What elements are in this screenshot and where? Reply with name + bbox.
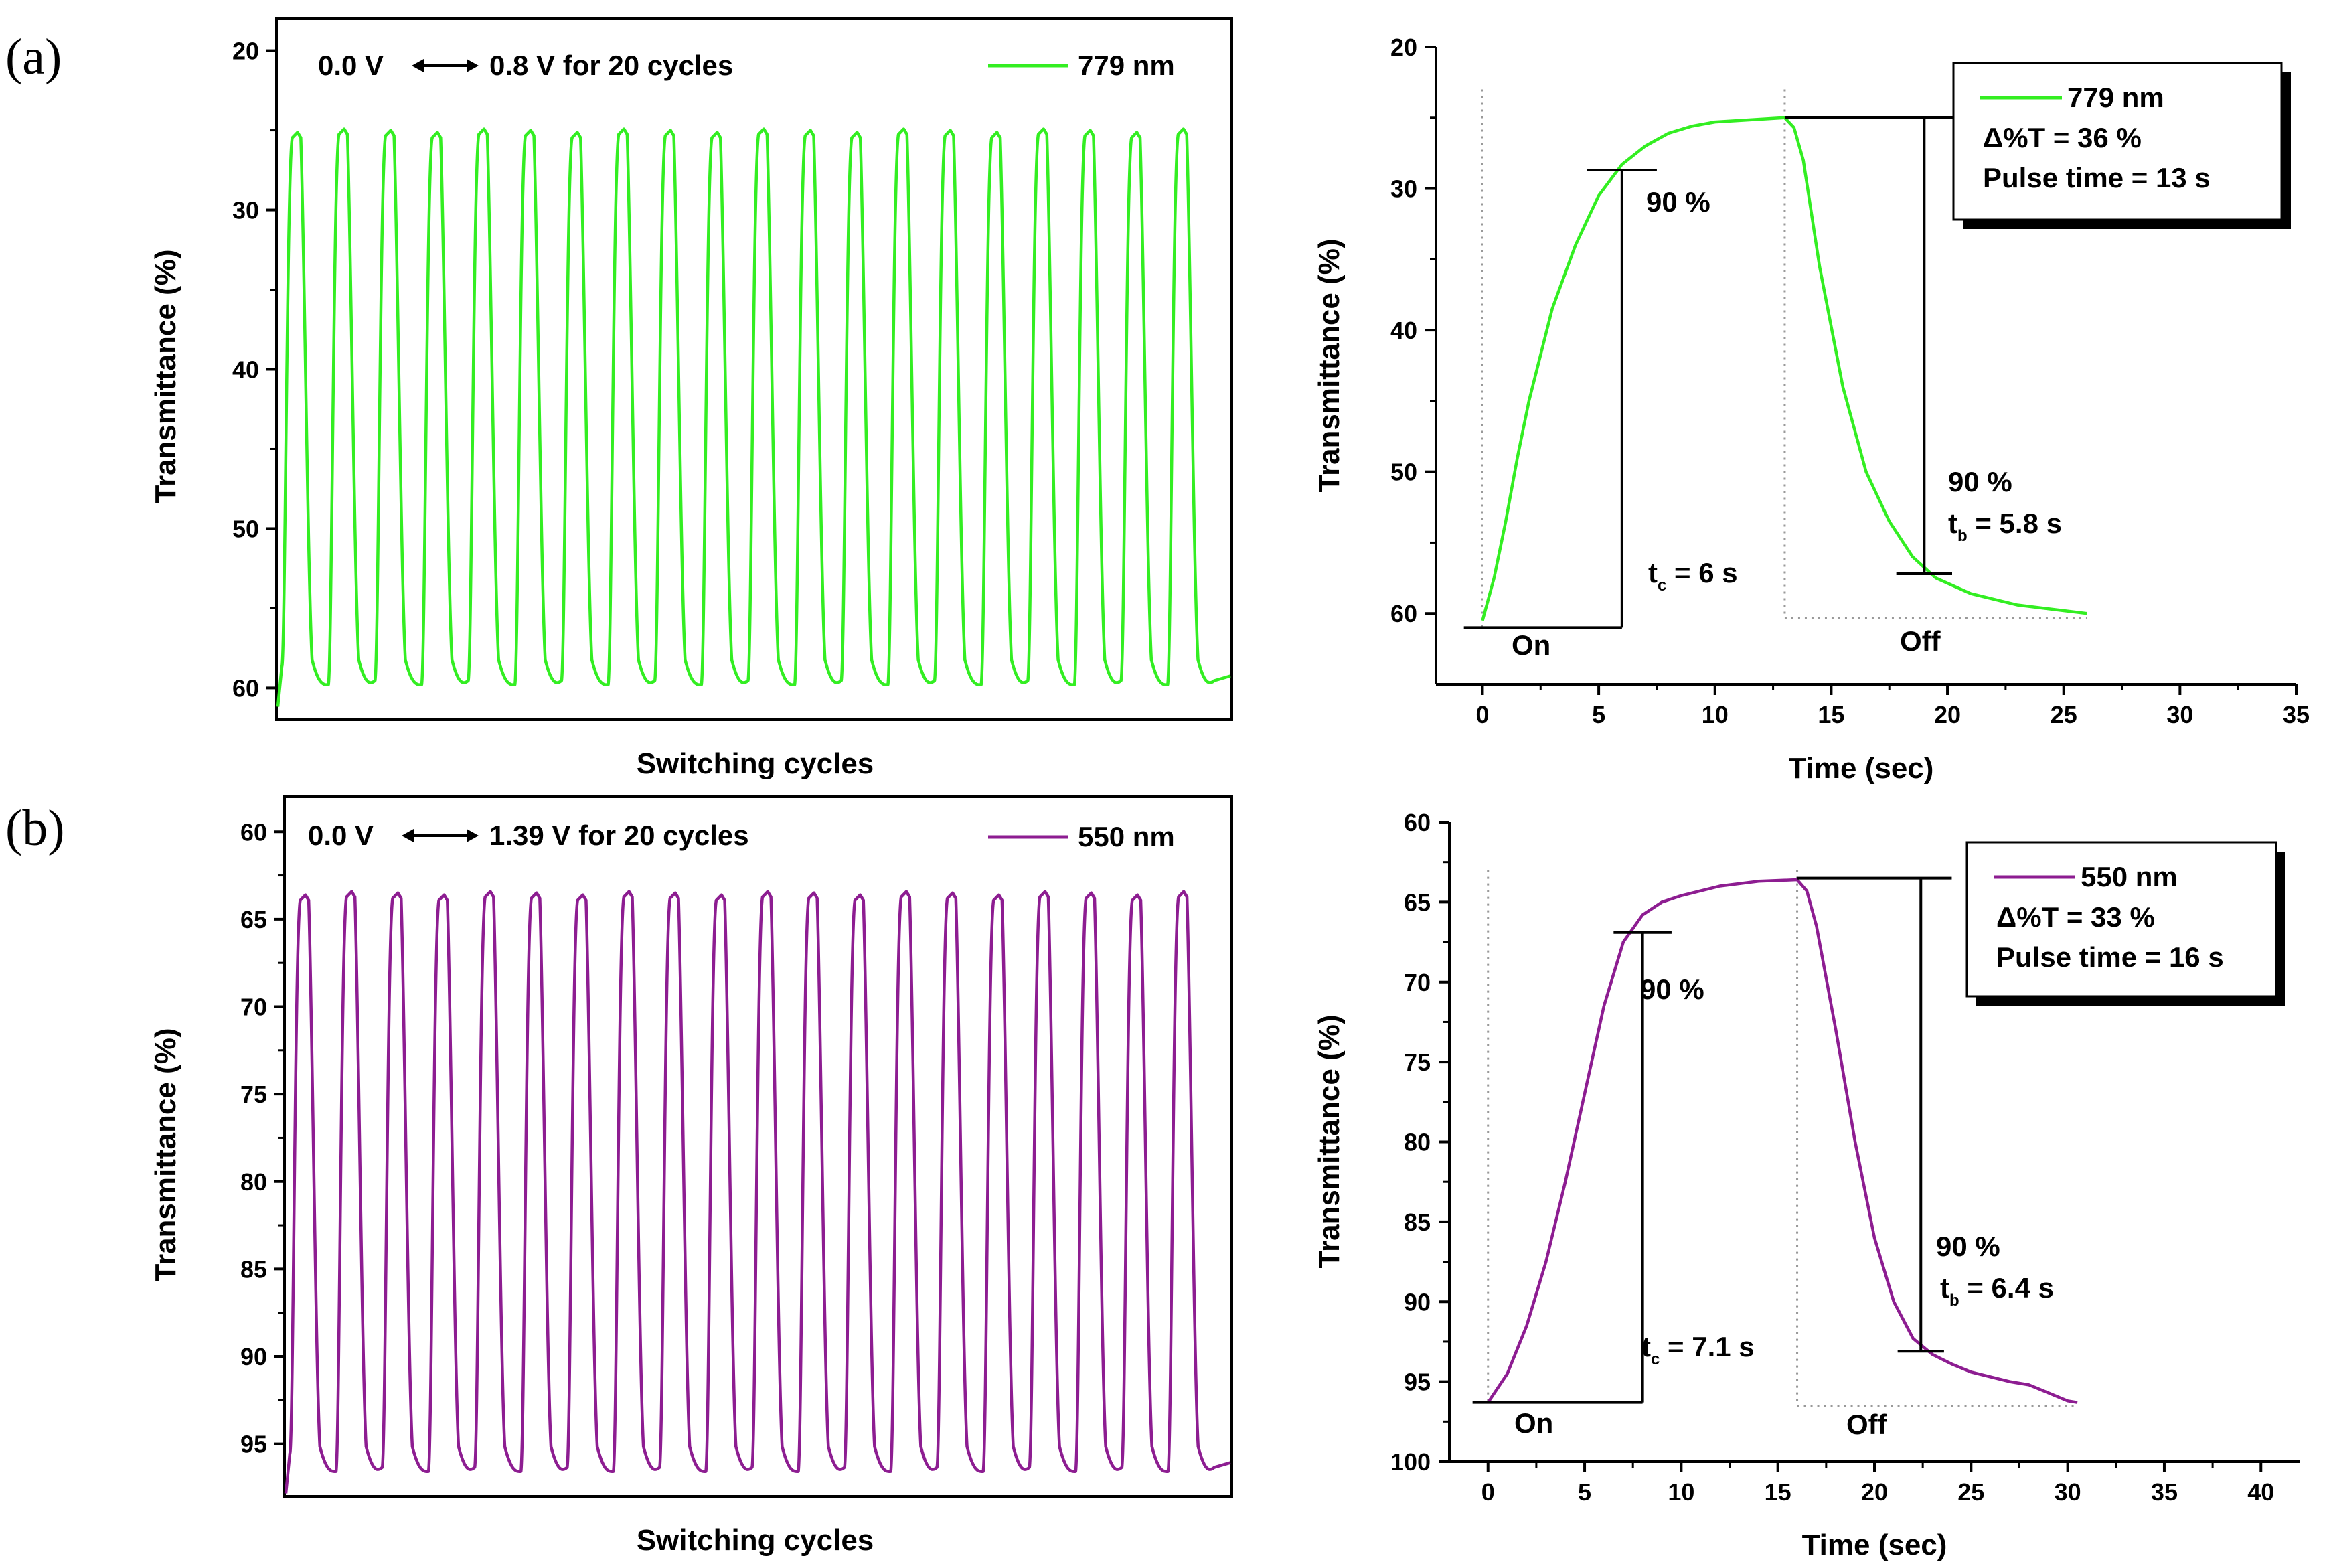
y-tick-label: 60 — [232, 674, 259, 702]
x-axis-title: Switching cycles — [637, 747, 874, 780]
x-tick-label: 15 — [1765, 1478, 1791, 1506]
y-tick-label: 50 — [1390, 459, 1417, 486]
y-axis-title: Transmittance (%) — [1313, 1015, 1346, 1269]
y-tick-label: 75 — [1404, 1048, 1431, 1076]
y-axis-title: Transmittance (%) — [1313, 239, 1346, 493]
y-tick-label: 30 — [232, 197, 259, 224]
legend-label: 779 nm — [2067, 82, 2164, 113]
x-tick-label: 35 — [2151, 1478, 2178, 1506]
x-tick-label: 0 — [1481, 1478, 1495, 1506]
x-tick-label: 35 — [2283, 701, 2310, 728]
x-tick-label: 20 — [1861, 1478, 1888, 1506]
y-tick-label: 90 — [1404, 1288, 1431, 1316]
x-tick-label: 15 — [1818, 701, 1844, 728]
on-label: On — [1512, 629, 1550, 661]
legend-box — [1952, 62, 2283, 221]
y-tick-label: 50 — [232, 515, 259, 542]
y-tick-label: 90 — [240, 1343, 267, 1370]
chart-b-single-cycle: Time (sec) Transmittance (%) 60 65 70 75 80 85 9… — [1313, 809, 2300, 1561]
x-tick-label: 5 — [1592, 701, 1605, 728]
y-tick-label: 40 — [232, 356, 259, 384]
double-arrow-head-right — [467, 59, 479, 72]
double-arrow-head-left — [402, 829, 414, 842]
y-tick-label: 60 — [240, 818, 267, 846]
voltage-range-start: 0.0 V — [318, 50, 384, 81]
voltage-range-end: 0.8 V for 20 cycles — [489, 50, 733, 81]
legend-label: 550 nm — [2081, 861, 2178, 892]
y-tick-label: 80 — [1404, 1129, 1431, 1156]
double-arrow-head-right — [467, 829, 479, 842]
chart-a-single-cycle: Time (sec) Transmittance (%) 20 30 40 50 60 0 5 1… — [1313, 33, 2310, 785]
x-axis-title: Time (sec) — [1802, 1528, 1947, 1561]
y-tick-label: 65 — [1404, 888, 1431, 916]
legend-label: 550 nm — [1078, 821, 1175, 852]
tb-label: tb = 6.4 s — [1940, 1272, 2054, 1310]
x-axis-title: Time (sec) — [1789, 752, 1934, 785]
tc-label: tc = 7.1 s — [1641, 1331, 1755, 1368]
legend-delta: Δ%T = 36 % — [1983, 122, 2142, 153]
panel-label-a: (a) — [5, 29, 62, 85]
y-tick-label: 40 — [1390, 317, 1417, 344]
y-tick-label: 85 — [1404, 1208, 1431, 1236]
tc-label: tc = 6 s — [1648, 557, 1738, 595]
x-tick-label: 25 — [1957, 1478, 1984, 1506]
x-tick-label: 10 — [1702, 701, 1729, 728]
series-line-550-nm — [284, 890, 1231, 1494]
series-line-550-nm — [1486, 878, 2078, 1404]
x-tick-label: 0 — [1475, 701, 1489, 728]
x-tick-label: 25 — [2051, 701, 2077, 728]
plot-frame — [283, 795, 1233, 1498]
y-tick-label: 60 — [1390, 600, 1417, 627]
x-tick-label: 20 — [1934, 701, 1961, 728]
x-tick-label: 30 — [2055, 1478, 2081, 1506]
y-tick-label: 30 — [1390, 175, 1417, 203]
x-tick-label: 40 — [2247, 1478, 2274, 1506]
double-arrow-head-left — [412, 59, 424, 72]
y-tick-label: 95 — [240, 1431, 267, 1458]
y-tick-label: 65 — [240, 906, 267, 933]
chart-a-cycles: Switching cycles Transmittance (%) 20 30 40 5… — [149, 17, 1233, 780]
y-tick-label: 60 — [1404, 809, 1431, 836]
x-tick-label: 10 — [1668, 1478, 1694, 1506]
chart-b-cycles: Switching cycles Transmittance (%) 60 65 70 7… — [149, 795, 1233, 1557]
voltage-range-end: 1.39 V for 20 cycles — [489, 819, 749, 851]
percent-left-label: 90 % — [1640, 973, 1704, 1005]
panel-label-b: (b) — [5, 800, 65, 856]
y-tick-label: 95 — [1404, 1368, 1431, 1396]
legend-delta: Δ%T = 33 % — [1996, 901, 2155, 933]
on-label: On — [1514, 1407, 1553, 1439]
tb-label: tb = 5.8 s — [1948, 507, 2062, 545]
x-tick-label: 30 — [2166, 701, 2193, 728]
legend-pulse: Pulse time = 13 s — [1983, 162, 2211, 193]
voltage-range-start: 0.0 V — [308, 819, 374, 851]
y-tick-label: 20 — [232, 37, 259, 65]
legend-label: 779 nm — [1078, 50, 1175, 81]
y-tick-label: 70 — [240, 994, 267, 1021]
legend-pulse: Pulse time = 16 s — [1996, 941, 2224, 973]
percent-left-label: 90 % — [1646, 186, 1710, 218]
y-axis-title: Transmittance (%) — [149, 1028, 182, 1282]
y-tick-label: 20 — [1390, 33, 1417, 61]
series-line-779-nm — [276, 127, 1231, 707]
legend-box — [1965, 841, 2277, 998]
y-tick-label: 70 — [1404, 969, 1431, 996]
off-label: Off — [1846, 1409, 1888, 1440]
off-label: Off — [1900, 625, 1941, 657]
y-axis-title: Transmittance (%) — [149, 250, 182, 503]
y-tick-label: 100 — [1390, 1448, 1431, 1476]
percent-right-label: 90 % — [1936, 1231, 2000, 1262]
x-tick-label: 5 — [1578, 1478, 1591, 1506]
y-tick-label: 75 — [240, 1081, 267, 1108]
percent-right-label: 90 % — [1948, 466, 2012, 497]
x-axis-title: Switching cycles — [637, 1524, 874, 1557]
y-tick-label: 80 — [240, 1168, 267, 1196]
y-tick-label: 85 — [240, 1255, 267, 1283]
